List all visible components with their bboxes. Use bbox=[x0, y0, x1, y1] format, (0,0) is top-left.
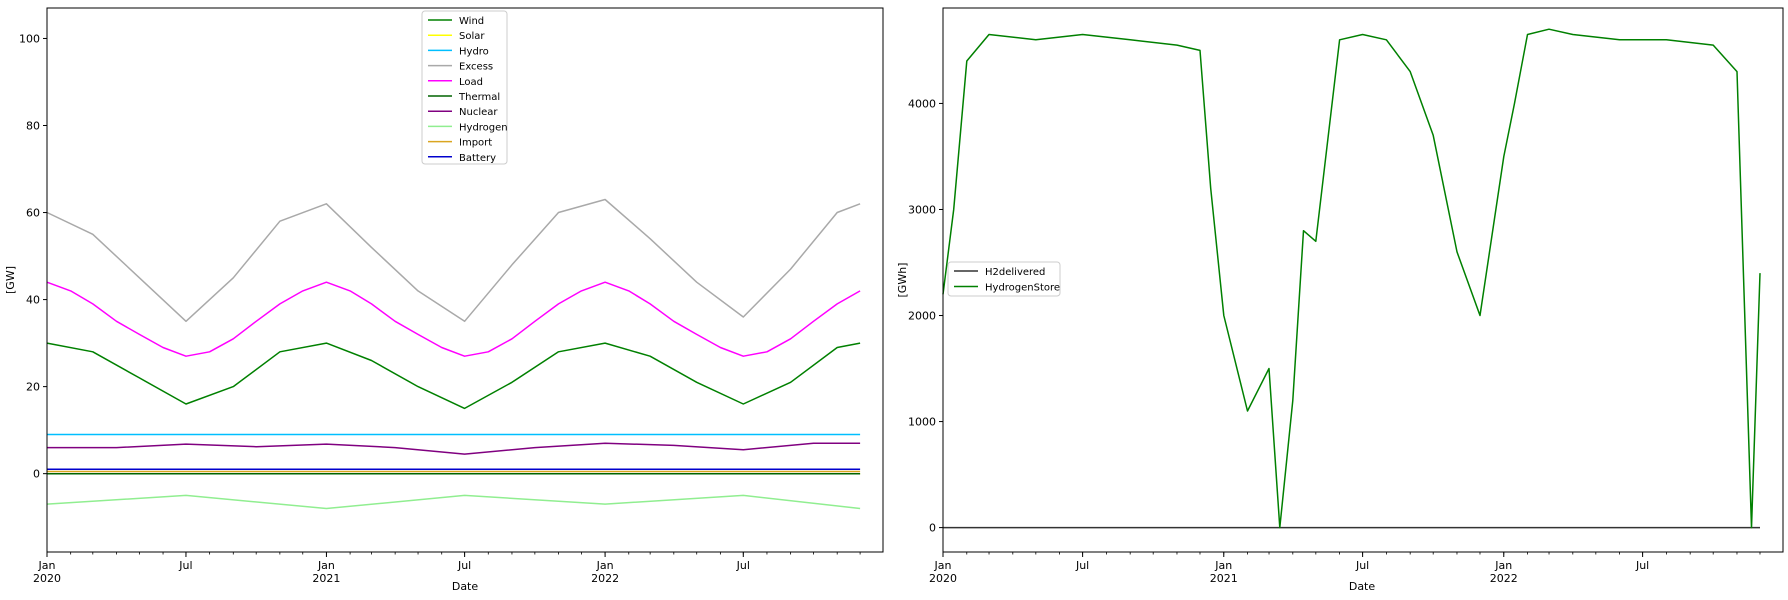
series-line-hydrogenstore bbox=[942, 28, 1761, 529]
legend-label-solar: Solar bbox=[459, 31, 485, 42]
generation-y-axis-label: [GW] bbox=[4, 266, 17, 294]
y-tick-label: 60 bbox=[26, 207, 40, 220]
series-line-load bbox=[46, 281, 861, 357]
x-tick-label: Jul bbox=[457, 559, 471, 572]
y-tick-label: 4000 bbox=[908, 97, 936, 110]
x-tick-label: Jan bbox=[1214, 559, 1232, 572]
hydrogen-x-axis-label: Date bbox=[1349, 580, 1376, 593]
x-tick-year-label: 2022 bbox=[591, 572, 619, 585]
y-tick-label: 3000 bbox=[908, 203, 936, 216]
hydrogen-legend: H2delivered HydrogenStore bbox=[947, 261, 1061, 297]
x-tick-label: Jan bbox=[1494, 559, 1512, 572]
legend-label-import: Import bbox=[459, 138, 492, 149]
x-tick-label: Jan bbox=[934, 559, 952, 572]
legend-label-thermal: Thermal bbox=[458, 92, 500, 103]
x-tick-label: Jan bbox=[317, 559, 335, 572]
y-tick-label: 80 bbox=[26, 120, 40, 133]
legend-label-battery: Battery bbox=[459, 153, 496, 164]
y-tick-label: 20 bbox=[26, 381, 40, 394]
x-tick-label: Jul bbox=[1355, 559, 1369, 572]
hydrogen-y-axis-label: [GWh] bbox=[896, 263, 909, 298]
legend-label-hydrogen: Hydrogen bbox=[459, 122, 508, 133]
legend-label-h2delivered: H2delivered bbox=[985, 267, 1045, 278]
y-tick-label: 1000 bbox=[908, 416, 936, 429]
x-tick-label: Jul bbox=[1075, 559, 1089, 572]
y-tick-label: 2000 bbox=[908, 310, 936, 323]
legend-label-hydro: Hydro bbox=[459, 46, 489, 57]
hydrogen-y-axis: 0 1000 2000 3000 4000 bbox=[908, 97, 943, 535]
legend-label-load: Load bbox=[459, 77, 483, 88]
generation-y-axis: 0 20 40 60 80 100 bbox=[19, 32, 47, 481]
x-tick-label: Jan bbox=[596, 559, 614, 572]
x-tick-label: Jul bbox=[178, 559, 192, 572]
hydrogen-series-group bbox=[942, 28, 1761, 529]
x-tick-label: Jul bbox=[736, 559, 750, 572]
x-tick-year-label: 2021 bbox=[1210, 572, 1238, 585]
x-tick-year-label: 2021 bbox=[312, 572, 340, 585]
generation-legend: Wind Solar Hydro Excess Load Thermal Nuclear Hy… bbox=[421, 10, 508, 165]
y-tick-label: 0 bbox=[33, 468, 40, 481]
generation-x-axis-label: Date bbox=[452, 580, 479, 593]
x-tick-label: Jul bbox=[1635, 559, 1649, 572]
x-tick-year-label: 2022 bbox=[1490, 572, 1518, 585]
legend-label-excess: Excess bbox=[459, 62, 493, 73]
legend-label-hydrogenstore: HydrogenStore bbox=[985, 283, 1060, 294]
x-tick-year-label: 2020 bbox=[929, 572, 957, 585]
y-tick-label: 40 bbox=[26, 294, 40, 307]
y-tick-label: 0 bbox=[929, 522, 936, 535]
y-tick-label: 100 bbox=[19, 32, 40, 45]
series-line-hydrogen bbox=[46, 494, 861, 510]
series-line-wind bbox=[46, 342, 861, 410]
series-line-nuclear bbox=[47, 442, 861, 455]
legend-label-nuclear: Nuclear bbox=[459, 107, 498, 118]
series-line-excess bbox=[46, 198, 861, 323]
generation-series-group bbox=[46, 198, 861, 510]
x-tick-label: Jan bbox=[38, 559, 56, 572]
x-tick-year-label: 2020 bbox=[33, 572, 61, 585]
legend-label-wind: Wind bbox=[459, 16, 484, 27]
